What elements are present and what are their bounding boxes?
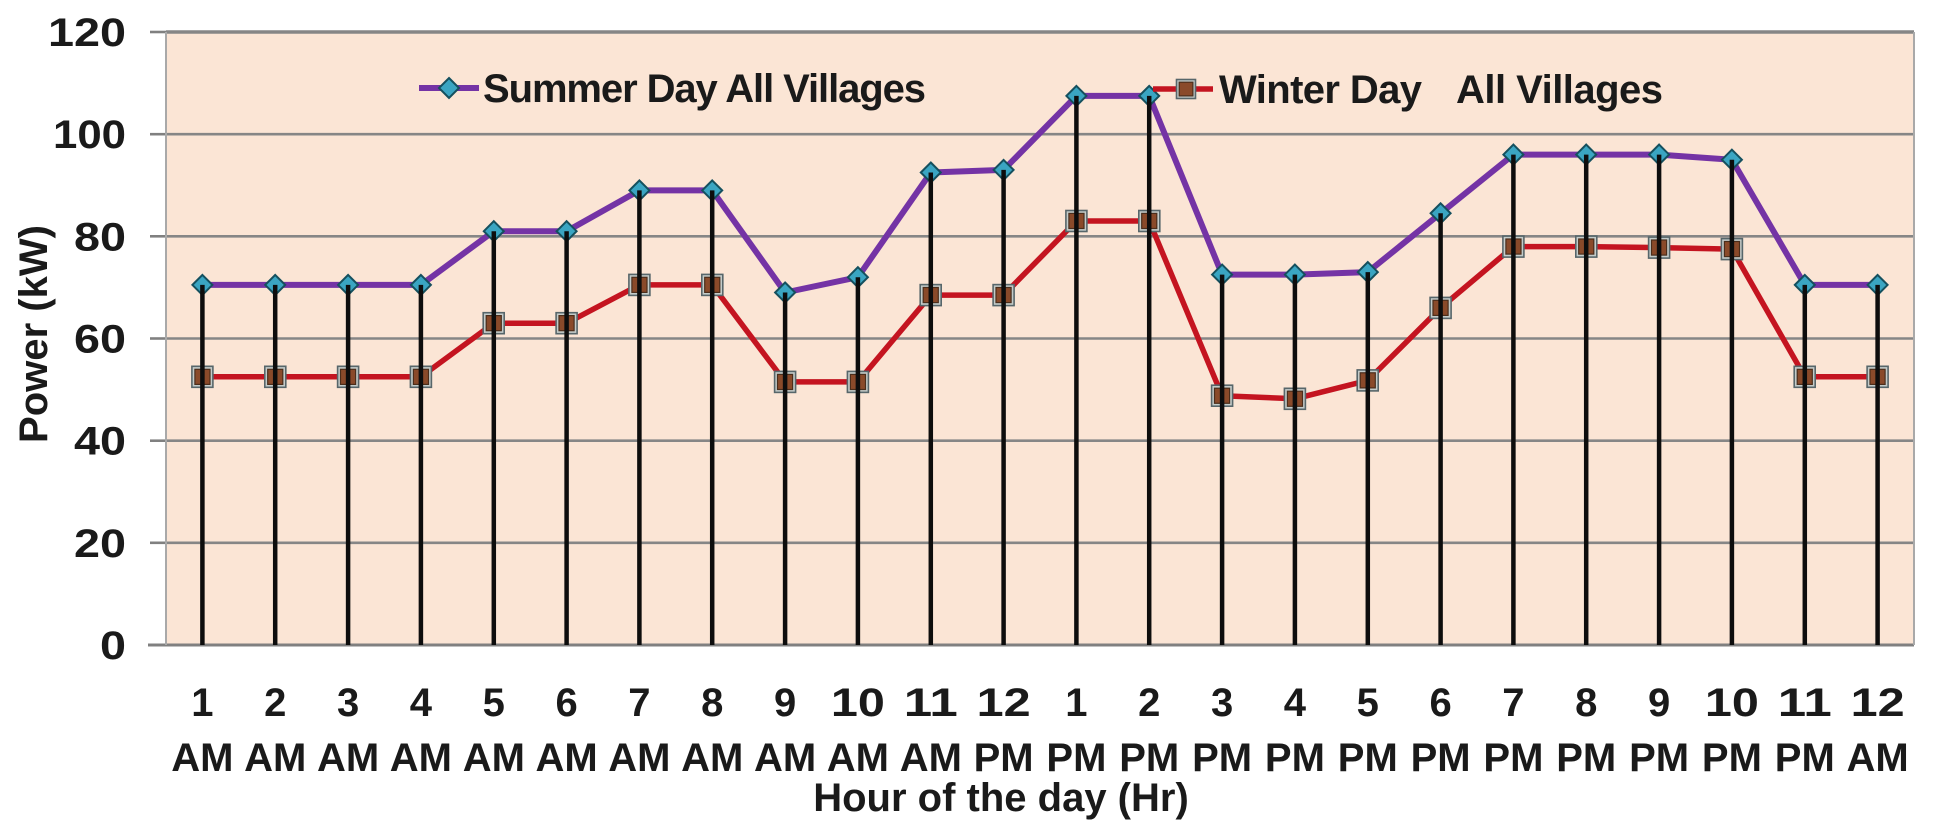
svg-text:Summer Day All Villages: Summer Day All Villages xyxy=(483,67,926,111)
svg-text:PM: PM xyxy=(1775,736,1835,780)
svg-text:AM: AM xyxy=(535,736,597,780)
svg-text:AM: AM xyxy=(171,736,233,780)
svg-text:100: 100 xyxy=(53,113,126,157)
svg-text:PM: PM xyxy=(1046,736,1106,780)
svg-text:2: 2 xyxy=(264,681,286,725)
svg-text:Winter Day: Winter Day xyxy=(1219,68,1423,112)
svg-text:9: 9 xyxy=(1648,681,1670,725)
svg-text:AM: AM xyxy=(608,736,670,780)
svg-text:0: 0 xyxy=(100,624,126,668)
svg-text:4: 4 xyxy=(1284,681,1307,725)
svg-text:PM: PM xyxy=(974,736,1034,780)
svg-text:7: 7 xyxy=(628,681,650,725)
svg-text:10: 10 xyxy=(1705,681,1759,725)
svg-text:120: 120 xyxy=(48,11,126,55)
svg-text:PM: PM xyxy=(1265,736,1325,780)
svg-text:All Villages: All Villages xyxy=(1456,68,1663,112)
svg-text:80: 80 xyxy=(74,215,126,259)
svg-text:4: 4 xyxy=(410,681,433,725)
svg-text:20: 20 xyxy=(74,522,126,566)
svg-text:Power (kW): Power (kW) xyxy=(12,225,56,443)
svg-text:AM: AM xyxy=(900,736,962,780)
svg-text:PM: PM xyxy=(1556,736,1616,780)
svg-text:11: 11 xyxy=(904,681,958,725)
svg-text:5: 5 xyxy=(1357,681,1379,725)
svg-text:1: 1 xyxy=(1065,681,1087,725)
svg-text:10: 10 xyxy=(831,681,885,725)
svg-text:AM: AM xyxy=(754,736,816,780)
svg-text:Hour of the day (Hr): Hour of the day (Hr) xyxy=(813,776,1189,820)
svg-text:AM: AM xyxy=(390,736,452,780)
svg-text:AM: AM xyxy=(827,736,889,780)
svg-text:8: 8 xyxy=(701,681,723,725)
svg-text:7: 7 xyxy=(1502,681,1524,725)
svg-text:PM: PM xyxy=(1192,736,1252,780)
svg-text:AM: AM xyxy=(1846,736,1908,780)
svg-text:12: 12 xyxy=(1851,681,1905,725)
svg-text:AM: AM xyxy=(681,736,743,780)
svg-text:3: 3 xyxy=(1211,681,1233,725)
svg-text:PM: PM xyxy=(1702,736,1762,780)
svg-text:60: 60 xyxy=(74,318,126,362)
svg-text:2: 2 xyxy=(1138,681,1160,725)
svg-text:3: 3 xyxy=(337,681,359,725)
svg-text:PM: PM xyxy=(1119,736,1179,780)
svg-text:6: 6 xyxy=(555,681,577,725)
svg-text:PM: PM xyxy=(1483,736,1543,780)
svg-text:8: 8 xyxy=(1575,681,1597,725)
svg-text:PM: PM xyxy=(1338,736,1398,780)
svg-text:PM: PM xyxy=(1411,736,1471,780)
svg-text:1: 1 xyxy=(191,681,213,725)
svg-text:AM: AM xyxy=(317,736,379,780)
svg-text:9: 9 xyxy=(774,681,796,725)
svg-text:40: 40 xyxy=(74,420,126,464)
svg-text:PM: PM xyxy=(1629,736,1689,780)
svg-text:6: 6 xyxy=(1429,681,1451,725)
svg-text:5: 5 xyxy=(483,681,505,725)
svg-text:AM: AM xyxy=(244,736,306,780)
svg-text:11: 11 xyxy=(1778,681,1832,725)
svg-text:AM: AM xyxy=(463,736,525,780)
svg-text:12: 12 xyxy=(977,681,1031,725)
